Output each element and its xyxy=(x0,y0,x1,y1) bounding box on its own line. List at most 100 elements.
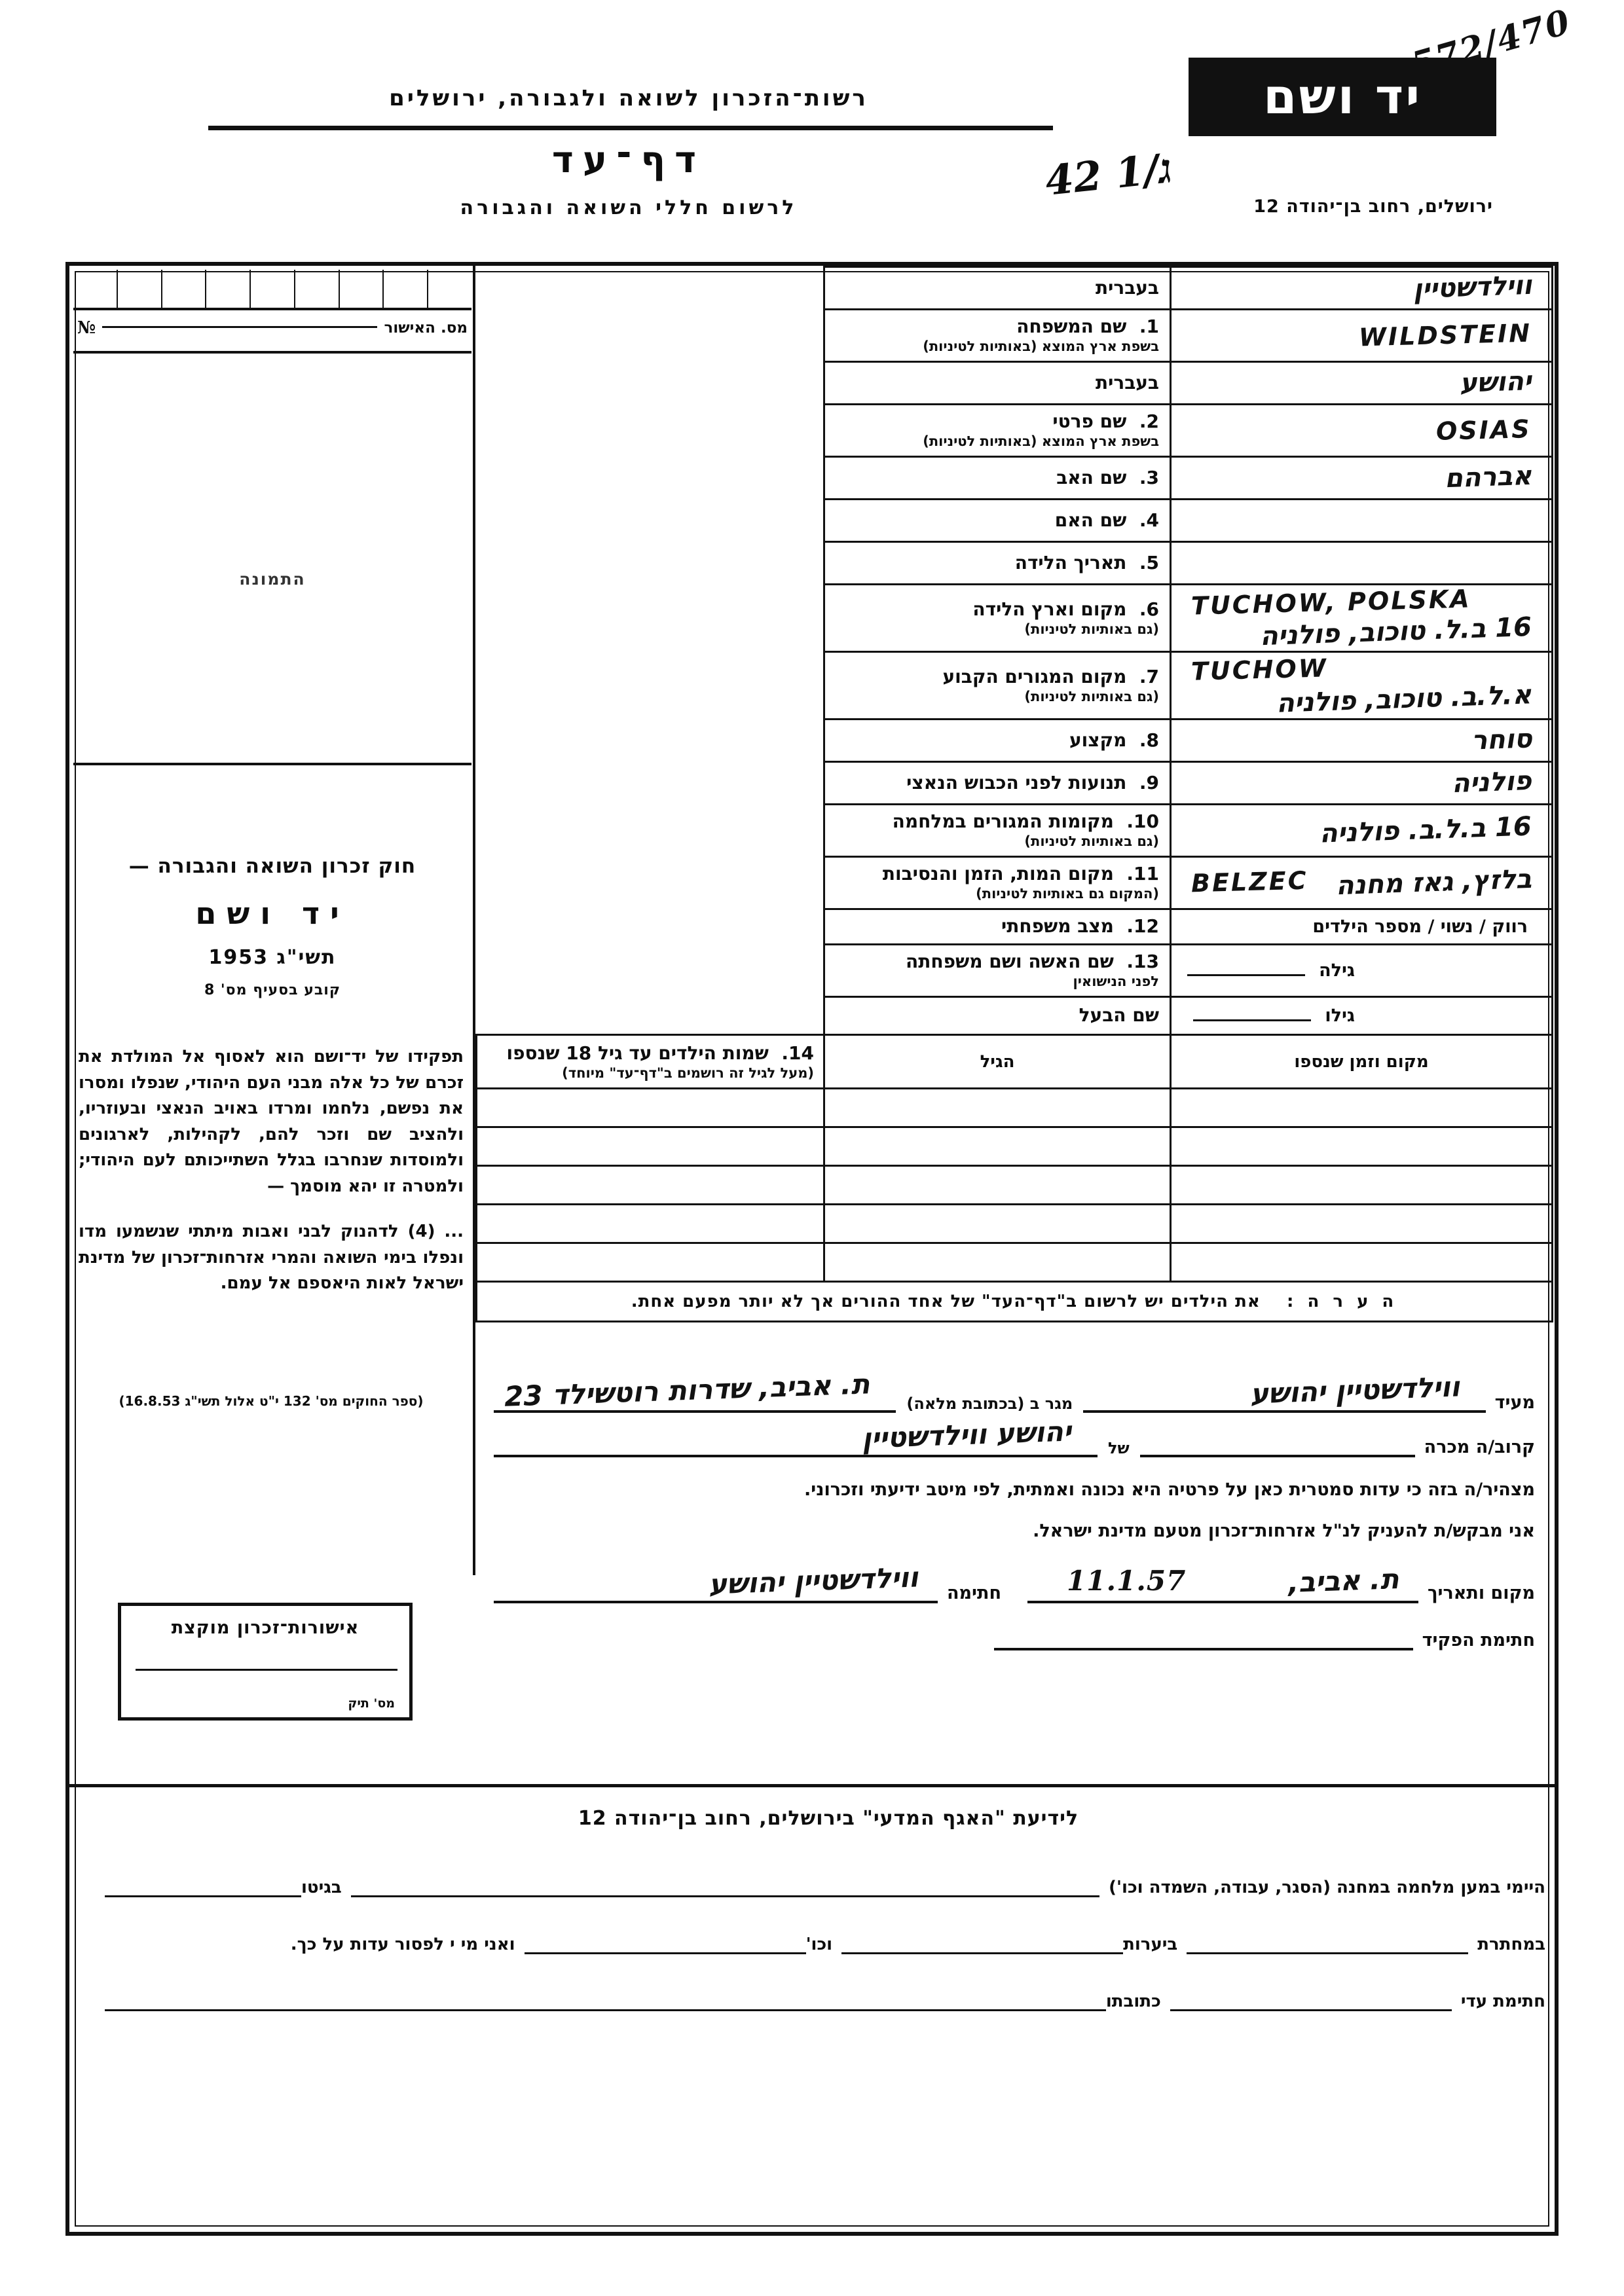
table-row: WILDSTEIN 1. שם המשפחה בשפת ארץ המוצא (ב… xyxy=(477,308,1553,363)
place-date-label: מקום ותאריך xyxy=(1427,1583,1535,1603)
field-3-value-cell[interactable]: אברהם xyxy=(1170,456,1553,500)
wife-age-label: גילה xyxy=(1319,960,1355,981)
declaration-paragraph-2: אני מבקש/ת להעניק לנ"ל אזרחות־זכרון מטעם… xyxy=(1033,1520,1535,1541)
field-4-value-cell[interactable] xyxy=(1170,498,1553,543)
field-2-value-cell[interactable]: יהושע xyxy=(1170,361,1553,405)
field-9-value-cell[interactable]: פולניה xyxy=(1170,761,1553,805)
table-row: ווילדשטיין בעברית xyxy=(477,266,1553,310)
note-row: ה ע ר ה : את הילדים יש לרשום ב"דף־העד" ש… xyxy=(475,1281,1553,1322)
child-place-cell[interactable] xyxy=(1170,1242,1553,1283)
underground-row: במחתרת ביערות וכו' ואני מי י לפסור עדות … xyxy=(105,1933,1552,1954)
field-13-number: 13. xyxy=(1126,951,1159,972)
witness-address-input[interactable] xyxy=(105,1990,1106,2011)
camp-input[interactable] xyxy=(350,1876,1100,1897)
witness-signature-input[interactable] xyxy=(1170,1990,1452,2011)
script-label-hebrew-2: בעברית xyxy=(1095,371,1159,393)
child-age-cell[interactable] xyxy=(823,1165,1172,1205)
relation-subject-value: יהושע ווילדשטיין xyxy=(861,1415,1072,1455)
field-4-label-text: שם האם xyxy=(1054,509,1127,531)
underground-input[interactable] xyxy=(1187,1933,1469,1954)
grid-cell xyxy=(73,270,118,309)
organization-line: רשות־הזכרון לשואה ולגבורה, ירושלים xyxy=(389,85,868,111)
child-place-cell[interactable] xyxy=(1170,1126,1553,1167)
child-age-cell[interactable] xyxy=(823,1087,1172,1128)
field-10-sublabel: (גם באותיות לטיניות) xyxy=(1024,833,1159,849)
field-6-value-cell[interactable]: TUCHOW, POLSKA 16 ב.ל. טוכוב, פולניה xyxy=(1170,583,1553,653)
child-place-cell[interactable] xyxy=(1170,1087,1553,1128)
field-8-value-cell[interactable]: סוחר xyxy=(1170,718,1553,763)
field-5-value-cell[interactable] xyxy=(1170,541,1553,585)
grid-cell xyxy=(251,270,295,309)
child-name-cell[interactable] xyxy=(475,1242,825,1283)
relation-of-label: של xyxy=(1107,1439,1130,1457)
field-14-number: 14. xyxy=(781,1042,814,1064)
child-name-cell[interactable] xyxy=(475,1126,825,1167)
table-row: BELZEC בלזץ, גאז מחנה 11. מקום המות, הזמ… xyxy=(477,856,1553,910)
certificate-stamp-box: אישורות־זכרון מוקצת מס' תיק xyxy=(118,1603,413,1721)
declaration-paragraph-1: מצהיר/ה בזה כי עדות סמטרית כאן על פרטיה … xyxy=(804,1480,1535,1500)
law-section-reference: קובע בסעיף מס' 8 xyxy=(204,982,341,998)
marital-status-options[interactable]: רווק / נשוי / מספר הילדים xyxy=(1312,917,1528,937)
testimony-fields-table: ווילדשטיין בעברית WILDSTEIN 1. שם המשפחה… xyxy=(475,266,1553,1322)
left-column xyxy=(69,266,475,1575)
relation-blank-input[interactable] xyxy=(1139,1418,1415,1457)
field-11-label-text: מקום המות, הזמן והנסיבות xyxy=(882,863,1114,884)
husband-age-input[interactable] xyxy=(1192,1006,1311,1021)
field-2-value-latin-cell[interactable]: OSIAS xyxy=(1170,403,1553,458)
declarant-name-input[interactable]: ווילדשטיין יהושע xyxy=(1083,1370,1486,1413)
field-3-number: 3. xyxy=(1139,466,1159,488)
field-5-number: 5. xyxy=(1139,551,1159,574)
forests-input[interactable] xyxy=(841,1933,1124,1954)
certificate-number-input[interactable] xyxy=(102,325,378,328)
declarant-address-input[interactable]: ת. אביב, שדרות רוטשילד 23 xyxy=(493,1368,896,1413)
table-row xyxy=(475,1242,1553,1283)
field-12-label: 12. מצב משפחתי xyxy=(823,908,1172,945)
child-name-cell[interactable] xyxy=(475,1165,825,1205)
grid-divider xyxy=(73,308,471,310)
table-row: סוחר 8. מקצוע xyxy=(477,718,1553,763)
stamp-box-title: אישורות־זכרון מוקצת xyxy=(171,1618,360,1638)
table-row: פולניה 9. תנועות לפני הכבוש הנאצי xyxy=(477,761,1553,805)
grid-cell xyxy=(428,270,471,309)
field-13-value-cell[interactable]: גילה xyxy=(1170,943,1553,998)
field-12-value-cell[interactable]: רווק / נשוי / מספר הילדים xyxy=(1170,908,1553,945)
relation-subject-input[interactable]: יהושע ווילדשטיין xyxy=(494,1415,1098,1457)
child-name-cell[interactable] xyxy=(475,1203,825,1244)
child-place-cell[interactable] xyxy=(1170,1203,1553,1244)
field-10-value-cell[interactable]: 16 ב.ל.ב. פולניה xyxy=(1170,803,1553,858)
wife-age-row[interactable]: גילה xyxy=(1172,953,1551,989)
field-3-label-text: שם האב xyxy=(1056,466,1127,488)
field-1-value-latin: WILDSTEIN xyxy=(1358,318,1532,352)
field-11-value-cell[interactable]: BELZEC בלזץ, גאז מחנה xyxy=(1170,856,1553,910)
field-1-value-latin-cell[interactable]: WILDSTEIN xyxy=(1170,308,1553,363)
ghetto-input[interactable] xyxy=(105,1876,301,1897)
child-age-cell[interactable] xyxy=(823,1126,1172,1167)
field-13-label: 13. שם האשה ושם משפחתה לפני הנישואין xyxy=(823,943,1172,998)
child-age-cell[interactable] xyxy=(823,1203,1172,1244)
children-col-age: הגיל xyxy=(823,1034,1172,1089)
signature-value: ווילדשטיין יהושע xyxy=(708,1561,919,1601)
bottom-divider xyxy=(69,1784,1555,1787)
table-row xyxy=(475,1126,1553,1167)
stamp-box-line[interactable] xyxy=(136,1669,397,1671)
child-name-cell[interactable] xyxy=(475,1087,825,1128)
field-7-value-cell[interactable]: TUCHOW א.ל.ב. טוכוב, פולניה xyxy=(1170,651,1553,720)
etc-input[interactable] xyxy=(524,1933,806,1954)
official-signature-input[interactable] xyxy=(993,1623,1413,1650)
field-3-label: 3. שם האב xyxy=(823,456,1172,500)
child-place-cell[interactable] xyxy=(1170,1165,1553,1205)
place-date-input[interactable]: ת. אביב, 11.1.57 xyxy=(1027,1561,1418,1603)
wife-age-input[interactable] xyxy=(1187,961,1305,976)
witness-statement-text: ואני מי י לפסור עדות על כך. xyxy=(290,1935,515,1954)
child-age-cell[interactable] xyxy=(823,1242,1172,1283)
field-1-value-cell[interactable]: ווילדשטיין xyxy=(1170,266,1553,310)
spouse-value-cell[interactable]: גילו xyxy=(1170,996,1553,1036)
husband-age-row[interactable]: גילו xyxy=(1172,998,1551,1034)
witness-address-label: כתובתו xyxy=(1105,1992,1161,2011)
law-paragraph-2: ... (4) לדהנוק לבני ואבות מיתתי שנשמעו מ… xyxy=(79,1222,464,1294)
declarant-row: מעיד ווילדשטיין יהושע מגר ב (בכתובת מלאה… xyxy=(475,1368,1553,1413)
field-9-label: 9. תנועות לפני הכבוש הנאצי xyxy=(823,761,1172,805)
field-10-label-text: מקומות המגורים במלחמה xyxy=(892,811,1114,832)
field-11-number: 11. xyxy=(1126,863,1159,884)
signature-input[interactable]: ווילדשטיין יהושע xyxy=(494,1561,938,1603)
